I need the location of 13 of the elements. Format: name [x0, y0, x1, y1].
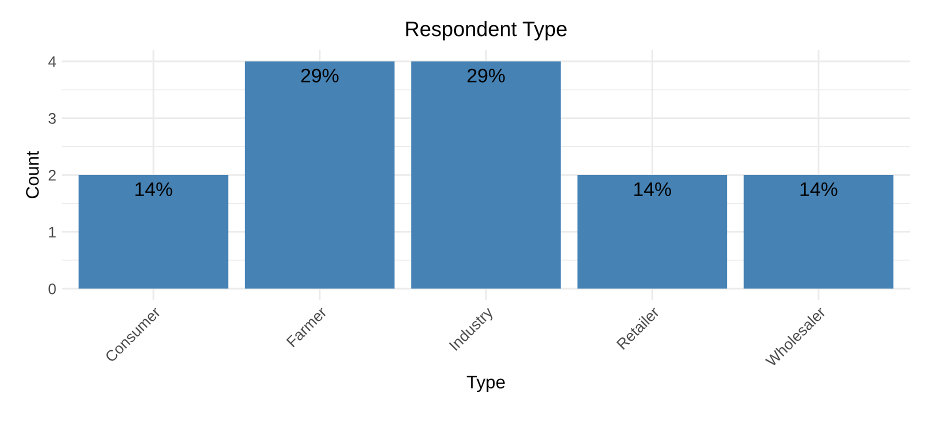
annotation: 29%: [468, 68, 505, 82]
y-tick-label: 3: [48, 113, 56, 124]
y-tick-label: 0: [48, 284, 56, 294]
annotation: 29%: [301, 68, 338, 82]
chart-title: Respondent Type: [406, 21, 567, 40]
annotation: 14%: [135, 182, 172, 196]
y-axis-title: Count: [26, 151, 39, 198]
x-axis-title: Type: [466, 376, 505, 392]
y-tick-label: 2: [48, 170, 56, 181]
y-tick-label: 4: [48, 56, 56, 67]
y-tick-label: 1: [49, 226, 56, 238]
annotation: 14%: [634, 182, 672, 196]
annotation: 14%: [800, 182, 838, 196]
